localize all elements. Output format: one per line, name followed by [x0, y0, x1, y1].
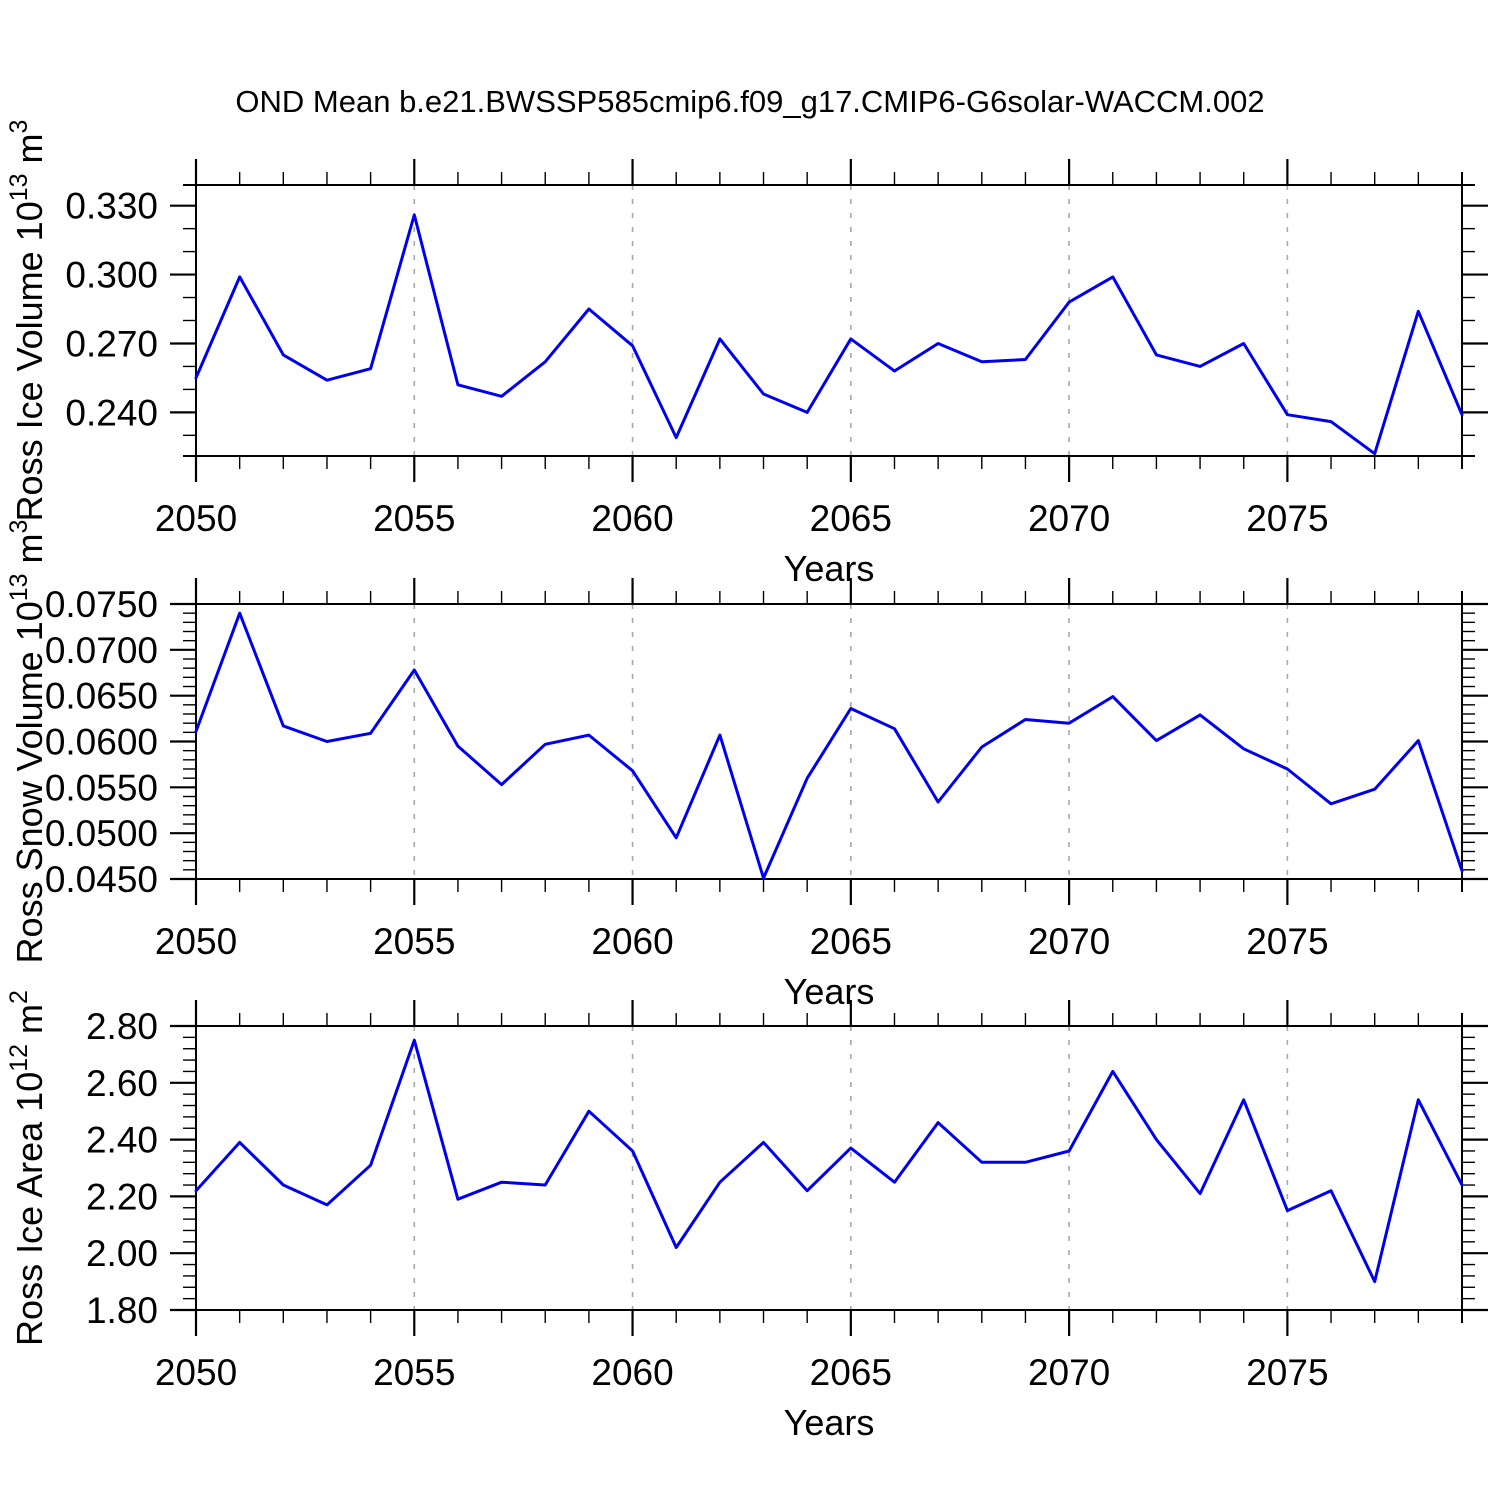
y-tick-label: 2.00	[86, 1233, 158, 1274]
x-axis-title: Years	[784, 1402, 875, 1443]
y-tick-label: 0.330	[65, 186, 158, 227]
y-tick-label: 0.0500	[45, 813, 158, 854]
ticks	[170, 578, 1488, 905]
y-axis-title: Ross Snow Volume 1013 m3	[5, 520, 50, 964]
y-tick-label: 0.0450	[45, 859, 158, 900]
x-tick-label: 2055	[373, 921, 455, 962]
x-tick-label: 2065	[810, 1352, 892, 1393]
gridlines	[413, 604, 1289, 879]
y-tick-label: 2.80	[86, 1006, 158, 1047]
x-tick-label: 2050	[155, 921, 237, 962]
chart-ross-ice-area: 1.80 2.00 2.20 2.40 2.60 2.80 2050 2055 2060 2065…	[5, 990, 1488, 1443]
y-tick-label: 1.80	[86, 1290, 158, 1331]
x-tick-label: 2075	[1246, 498, 1328, 539]
y-tick-label: 0.0550	[45, 767, 158, 808]
tick-labels: 0.240 0.270 0.300 0.330 2050 2055 2060 2065 2070…	[65, 186, 1328, 539]
gridlines	[413, 185, 1289, 456]
x-tick-label: 2075	[1246, 921, 1328, 962]
data-line-ross-ice-area	[194, 1038, 1464, 1284]
ticks	[170, 159, 1488, 482]
x-tick-label: 2070	[1028, 498, 1110, 539]
x-axis-title: Years	[784, 548, 875, 589]
y-tick-label: 0.270	[65, 323, 158, 364]
x-tick-label: 2050	[155, 498, 237, 539]
gridlines	[413, 1026, 1289, 1310]
y-tick-label: 0.0650	[45, 676, 158, 717]
y-axis-title: Ross Ice Area 1012 m2	[5, 990, 50, 1346]
data-line-ross-snow-volume	[194, 611, 1464, 880]
x-tick-label: 2060	[591, 921, 673, 962]
x-tick-label: 2055	[373, 498, 455, 539]
x-tick-label: 2075	[1246, 1352, 1328, 1393]
figure-title: OND Mean b.e21.BWSSP585cmip6.f09_g17.CMI…	[235, 84, 1265, 119]
y-tick-label: 2.40	[86, 1120, 158, 1161]
x-tick-label: 2055	[373, 1352, 455, 1393]
x-tick-label: 2065	[810, 498, 892, 539]
data-line-ross-ice-volume	[194, 213, 1464, 456]
y-tick-label: 2.20	[86, 1176, 158, 1217]
x-tick-label: 2060	[591, 498, 673, 539]
y-tick-label: 0.0750	[45, 584, 158, 625]
x-tick-label: 2050	[155, 1352, 237, 1393]
x-axis-title: Years	[784, 971, 875, 1012]
y-axis-title: Ross Ice Volume 1013 m3	[5, 120, 50, 522]
x-tick-label: 2070	[1028, 1352, 1110, 1393]
x-tick-label: 2065	[810, 921, 892, 962]
y-tick-label: 2.60	[86, 1063, 158, 1104]
x-tick-label: 2070	[1028, 921, 1110, 962]
y-tick-label: 0.300	[65, 255, 158, 296]
y-tick-label: 0.240	[65, 392, 158, 433]
tick-labels: 1.80 2.00 2.20 2.40 2.60 2.80 2050 2055 2060 2065…	[86, 1006, 1329, 1393]
ticks	[170, 1000, 1488, 1336]
y-tick-label: 0.0700	[45, 630, 158, 671]
plot-border	[183, 172, 1475, 469]
y-tick-label: 0.0600	[45, 722, 158, 763]
chart-ross-ice-volume: 0.240 0.270 0.300 0.330 2050 2055 2060 2065 2070…	[5, 120, 1488, 589]
plot-border	[183, 1013, 1475, 1323]
x-tick-label: 2060	[591, 1352, 673, 1393]
